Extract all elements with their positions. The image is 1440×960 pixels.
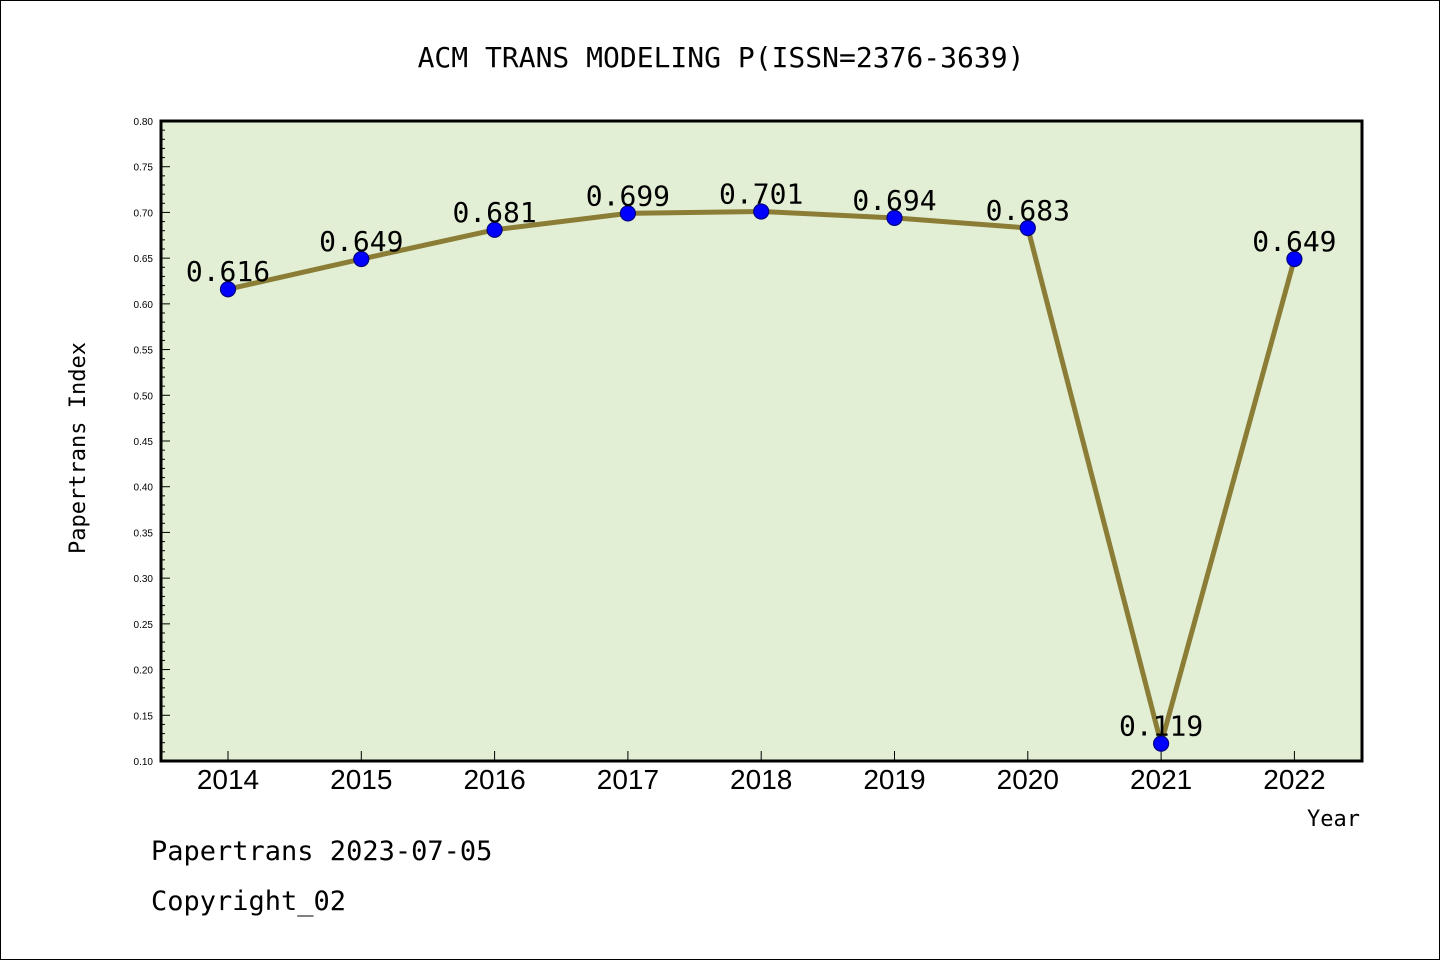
x-tick-label: 2017 [597,764,659,795]
x-tick-label: 2016 [463,764,525,795]
data-label: 0.683 [986,194,1070,227]
data-label: 0.701 [719,178,803,211]
y-tick-label: 0.20 [134,666,154,677]
y-tick-label: 0.25 [134,620,154,631]
data-label: 0.699 [586,179,670,212]
y-tick-label: 0.15 [134,711,154,722]
y-tick-label: 0.70 [134,208,154,219]
y-axis-ticks: 0.10 0.15 0.20 0.25 0.30 0.35 0.40 0.45 0.50 0.55… [134,117,170,768]
data-point [619,205,637,222]
y-tick-label: 0.30 [134,574,154,585]
x-tick-label: 2014 [197,764,259,795]
y-axis-label: Papertrans Index [66,342,91,554]
y-minor-ticks [161,129,165,753]
data-label: 0.649 [319,225,403,258]
data-label: 0.649 [1252,225,1336,258]
data-point [753,203,770,220]
x-tick-label: 2022 [1263,764,1325,795]
y-tick-label: 0.50 [134,391,154,402]
chart-title: ACM TRANS MODELING P(ISSN=2376-3639) [418,41,1025,74]
footer-date-text: Papertrans 2023-07-05 [151,836,493,867]
series-markers [219,203,1303,752]
y-tick-label: 0.65 [134,254,154,265]
data-label: 0.119 [1119,710,1203,743]
y-tick-label: 0.10 [134,757,154,768]
y-tick-label: 0.75 [134,163,154,174]
y-tick-label: 0.35 [134,528,154,539]
data-label: 0.694 [852,184,936,217]
x-tick-label: 2019 [863,764,925,795]
data-point [1019,219,1036,237]
x-axis-ticks: 2014 2015 2016 2017 2018 2019 2020 2021 2022 [197,751,1326,795]
y-tick-label: 0.40 [134,483,154,494]
data-label: 0.616 [186,255,270,288]
x-tick-label: 2018 [730,764,792,795]
y-tick-label: 0.60 [134,300,154,311]
x-tick-label: 2021 [1130,764,1192,795]
data-labels: 0.616 0.649 0.681 0.699 0.701 0.694 0.683 0.119… [186,178,1337,743]
data-label: 0.681 [452,196,536,229]
x-axis-label: Year [1307,807,1360,832]
data-point [486,221,503,238]
footer-copyright-text: Copyright_02 [151,886,347,917]
data-point [1152,735,1170,752]
x-tick-label: 2015 [330,764,392,795]
y-tick-label: 0.55 [134,346,154,357]
data-point [219,281,237,298]
data-point [353,250,370,268]
data-point [886,209,903,227]
y-tick-label: 0.80 [134,117,154,128]
plot-area [159,119,1364,763]
y-tick-label: 0.45 [134,437,154,448]
data-point [1286,250,1303,268]
x-tick-label: 2020 [997,764,1059,795]
